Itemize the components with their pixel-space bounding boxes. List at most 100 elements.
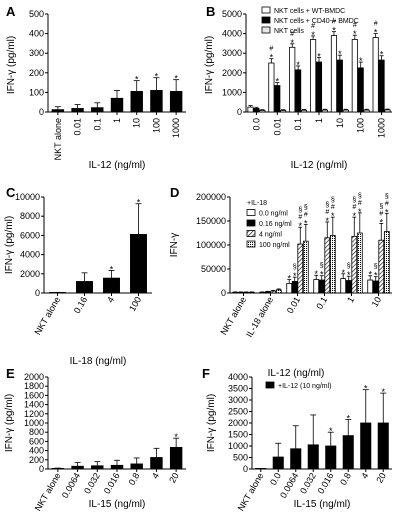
legend-label: NKT cells xyxy=(274,28,304,35)
legend-label: 0.16 ng/ml xyxy=(259,221,292,228)
x-axis-title: IL-15 (ng/ml) xyxy=(89,499,146,510)
y-tick-label: 400 xyxy=(29,446,44,456)
bar xyxy=(356,232,363,294)
bar xyxy=(150,90,163,113)
y-tick-label: 1500 xyxy=(228,430,248,440)
legend-label: NKT cells + CD40-/- BMDC xyxy=(274,18,359,25)
bar xyxy=(351,39,358,113)
y-tick-label: 1400 xyxy=(24,400,44,410)
significance-mark: § xyxy=(325,202,329,209)
significance-mark: # xyxy=(332,19,336,26)
bar xyxy=(372,37,379,113)
legend-swatch xyxy=(246,219,256,227)
bar xyxy=(336,59,343,113)
significance-mark: * xyxy=(314,269,318,279)
x-tick-label: 10 xyxy=(335,118,345,128)
x-axis-title: IL-12 (ng/ml) xyxy=(89,160,146,171)
x-tick-label: 0.016 xyxy=(316,471,336,496)
significance-mark: # xyxy=(352,204,356,211)
y-tick-label: 3000 xyxy=(222,48,242,58)
bar xyxy=(321,109,328,113)
bar xyxy=(383,231,390,294)
significance-mark: * xyxy=(374,28,378,38)
legend-swatch xyxy=(246,230,256,237)
x-axis-title: IL-12 (ng/ml) xyxy=(268,368,325,379)
significance-mark: * xyxy=(270,53,274,63)
panel-label: B xyxy=(206,4,215,19)
legend-label: 4 ng/ml xyxy=(259,232,282,239)
x-tick-label: 1 xyxy=(112,118,122,123)
bar xyxy=(318,279,325,294)
bar xyxy=(372,280,379,294)
bar xyxy=(384,109,391,113)
bar xyxy=(130,463,143,470)
significance-mark: # xyxy=(331,204,335,211)
bar xyxy=(259,291,266,294)
significance-mark: * xyxy=(276,77,280,87)
legend-swatch xyxy=(265,381,275,389)
x-tick-label: 1000 xyxy=(377,118,387,138)
x-tick-label: 0.01 xyxy=(285,295,302,315)
bar xyxy=(297,243,304,294)
significance-mark: # xyxy=(311,23,315,30)
y-axis-title: IFN-γ (pg/ml) xyxy=(4,216,15,274)
bar xyxy=(51,109,65,113)
bar xyxy=(91,465,104,470)
bar xyxy=(378,239,385,294)
bar xyxy=(289,46,296,113)
significance-mark: * xyxy=(110,264,114,274)
x-tick-label: 0.032 xyxy=(82,471,102,496)
significance-mark: * xyxy=(311,30,315,40)
significance-mark: * xyxy=(332,26,336,36)
y-tick-label: 5000 xyxy=(222,9,242,19)
significance-mark: * xyxy=(174,432,178,442)
x-tick-label: 0.01 xyxy=(73,118,83,136)
significance-mark: * xyxy=(155,72,159,82)
significance-mark: * xyxy=(364,384,368,394)
bar xyxy=(247,106,254,113)
bar xyxy=(169,446,183,470)
legend-swatch xyxy=(261,16,271,24)
bar xyxy=(130,91,143,113)
legend-label: 100 ng/ml xyxy=(259,242,290,249)
panel-label: C xyxy=(6,185,16,200)
x-tick-label: NKT alone xyxy=(236,471,266,512)
x-tick-label: 1 xyxy=(345,295,356,304)
bar xyxy=(110,464,124,470)
y-tick-label: 0 xyxy=(221,288,226,298)
bar xyxy=(302,240,309,294)
bar xyxy=(377,422,389,470)
bar xyxy=(310,39,317,113)
x-tick-label: NKT alone xyxy=(218,295,248,337)
y-tick-label: 1000 xyxy=(24,418,44,428)
y-tick-label: 8000 xyxy=(20,211,40,221)
x-tick-label: NKT alone xyxy=(33,471,63,512)
bar xyxy=(272,456,284,470)
y-tick-label: 0 xyxy=(243,464,248,474)
bar xyxy=(300,109,308,113)
bar xyxy=(259,110,266,113)
x-tick-label: 0.01 xyxy=(272,118,282,136)
bar xyxy=(243,291,250,294)
bar xyxy=(360,422,372,470)
y-tick-label: 1600 xyxy=(24,390,44,400)
significance-mark: § xyxy=(374,264,378,271)
x-tick-label: 0.1 xyxy=(293,118,303,131)
significance-mark: § xyxy=(347,263,351,270)
x-tick-label: 0.1 xyxy=(314,295,329,311)
bar xyxy=(330,35,338,113)
bar xyxy=(130,234,147,294)
y-tick-label: 200 xyxy=(29,455,44,465)
significance-mark: * xyxy=(346,414,350,424)
bar xyxy=(286,282,293,294)
y-tick-label: 0 xyxy=(237,107,242,117)
bar xyxy=(363,109,370,113)
bar xyxy=(342,109,349,113)
legend-swatch xyxy=(261,26,271,34)
significance-mark: * xyxy=(368,270,372,280)
significance-mark: § xyxy=(298,207,302,214)
y-tick-label: 200000 xyxy=(196,192,226,202)
y-tick-label: 50000 xyxy=(201,264,226,274)
bar xyxy=(351,235,358,294)
